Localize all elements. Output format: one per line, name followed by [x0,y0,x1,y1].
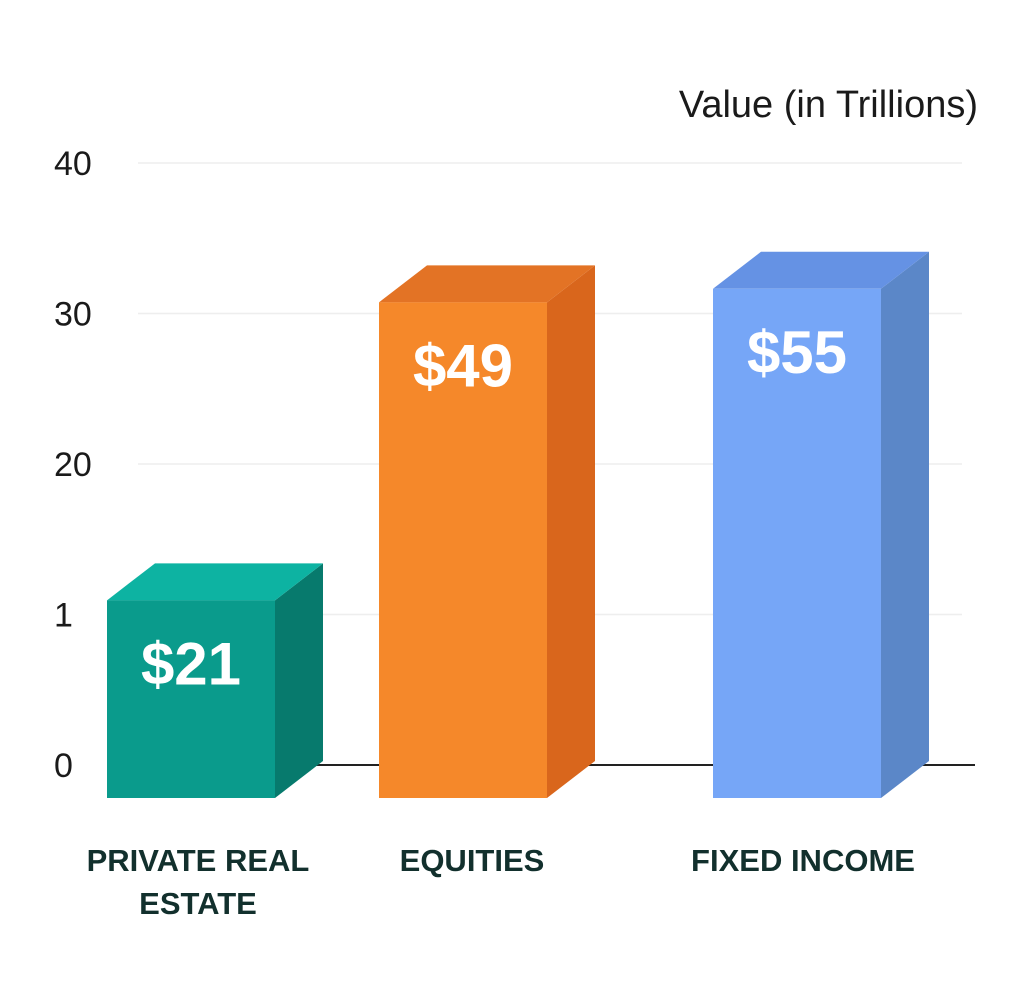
bar-side [881,251,929,799]
x-category-label: ESTATE [139,886,257,921]
y-tick-label: 0 [54,747,73,785]
bar-top [107,563,323,601]
bar-group: $49 [379,265,595,799]
x-category-label: FIXED INCOME [691,843,915,878]
x-category-label: PRIVATE REAL [87,843,310,878]
bar [713,288,881,798]
bar-top [379,265,595,303]
bar [379,302,547,798]
data-label: $21 [141,630,241,697]
bar-top [713,251,929,289]
bar-side [547,265,595,799]
y-axis-title: Value (in Trillions) [679,84,978,126]
bars: $21 $49 $55 [107,251,929,799]
bar-group: $21 [107,563,323,798]
y-tick-label: 40 [54,145,92,183]
y-tick-label: 30 [54,296,92,334]
y-axis-ticks: 0 1 20 30 40 [54,145,92,785]
bar-group: $55 [713,251,929,799]
data-label: $55 [747,319,847,386]
bar-side [275,563,323,798]
x-category-label: EQUITIES [400,843,545,878]
data-label: $49 [413,332,513,399]
bar [107,600,275,798]
y-tick-label: 20 [54,446,92,484]
x-axis-categories: PRIVATE REAL ESTATE EQUITIES FIXED INCOME [87,843,915,921]
y-tick-label: 1 [54,597,73,635]
